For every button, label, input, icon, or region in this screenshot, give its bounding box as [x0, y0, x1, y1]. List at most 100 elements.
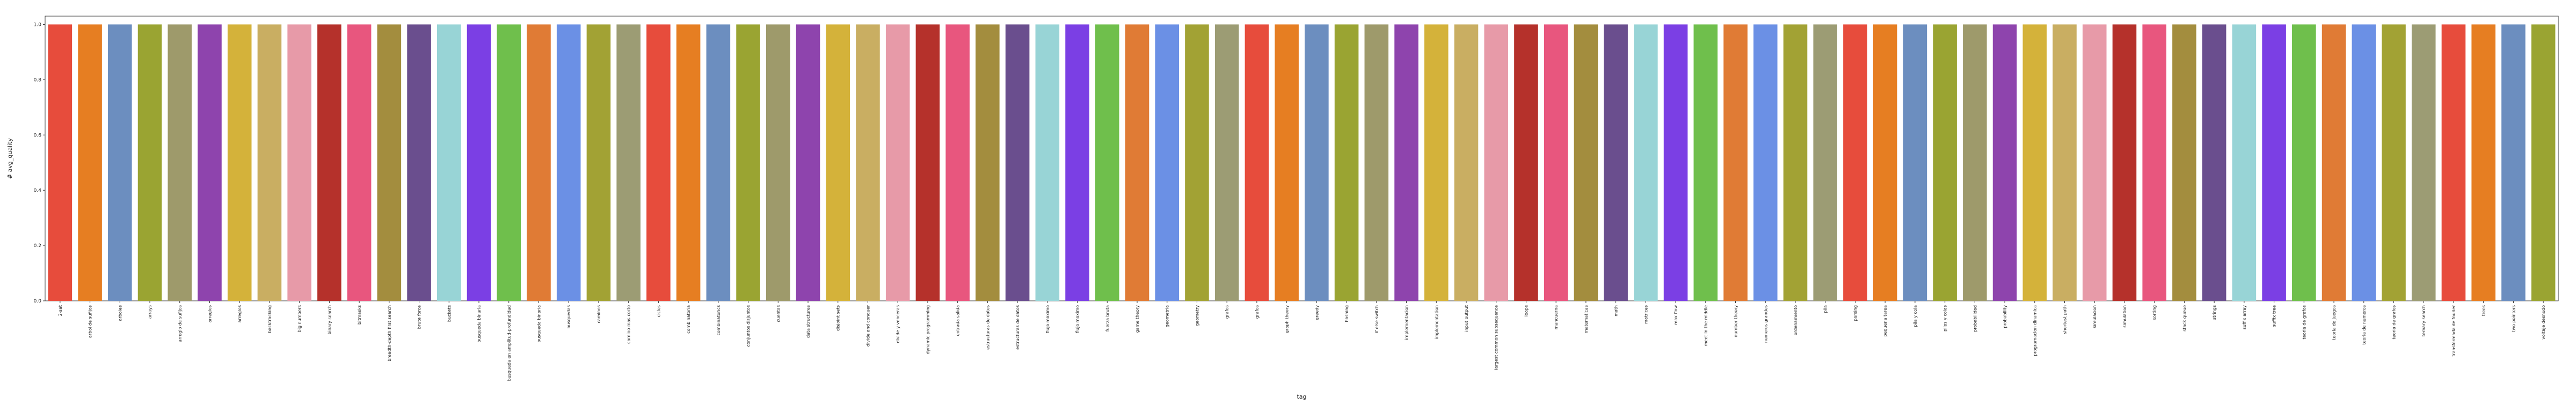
- x-tick-label: suffix tree: [2272, 305, 2277, 327]
- x-tick-label: number theory: [1734, 305, 1738, 337]
- x-tick-label: greedy: [1314, 305, 1319, 320]
- bar: [2352, 24, 2376, 301]
- bar: [1095, 24, 1119, 301]
- bar: [227, 24, 252, 301]
- x-tick-label: probability: [2003, 305, 2007, 328]
- x-tick-label: shortest path: [2063, 305, 2068, 334]
- x-tick-label: cuentas: [776, 305, 781, 322]
- bar: [317, 24, 341, 301]
- x-tick-label: numeros grandes: [1763, 305, 1768, 343]
- x-tick-label: implementation: [1434, 305, 1439, 339]
- bar: [766, 24, 790, 301]
- x-tick-label: arboles: [118, 305, 122, 321]
- x-tick-label: arreglo de sufijos: [178, 305, 183, 342]
- x-tick-label: arrays: [148, 305, 152, 319]
- x-tick-label: arbol de sufijos: [88, 305, 93, 338]
- bar: [527, 24, 551, 301]
- bar: [2202, 24, 2226, 301]
- bar: [2022, 24, 2047, 301]
- bar: [108, 24, 132, 301]
- x-tick-label: max flow: [1673, 305, 1678, 325]
- bar: [2531, 24, 2556, 301]
- bar: [1663, 24, 1688, 301]
- bar: [1065, 24, 1089, 301]
- x-tick-label: buckets: [447, 305, 452, 322]
- bar: [796, 24, 820, 301]
- bar: [2112, 24, 2137, 301]
- bar: [1933, 24, 1957, 301]
- bar: [198, 24, 222, 301]
- bar: [2471, 24, 2495, 301]
- x-tick-label: graph theory: [1285, 305, 1290, 333]
- bar: [497, 24, 521, 301]
- bar: [1364, 24, 1389, 301]
- x-tick-label: estructuras de datos: [1015, 305, 1020, 350]
- bar: [1035, 24, 1060, 301]
- bar: [257, 24, 282, 301]
- bar: [1484, 24, 1509, 301]
- y-tick-label: 0.0: [34, 299, 42, 304]
- bar: [1963, 24, 1987, 301]
- bar: [2142, 24, 2166, 301]
- x-tick-label: flujo maximo: [1045, 305, 1050, 333]
- x-tick-label: divide y venceras: [896, 305, 900, 343]
- bar: [1424, 24, 1449, 301]
- bar: [1723, 24, 1748, 301]
- bar: [1693, 24, 1718, 301]
- x-tick-label: arreglos: [237, 305, 242, 322]
- bar: [856, 24, 880, 301]
- bar: [586, 24, 611, 301]
- bar: [885, 24, 910, 301]
- bar: [1574, 24, 1598, 301]
- bar: [2053, 24, 2077, 301]
- x-tick-label: busqueda binaria: [536, 305, 541, 343]
- x-tick-label: busqueda binaria: [477, 305, 482, 343]
- x-tick-label: 2-sat: [58, 305, 63, 316]
- x-tick-label: conjuntos disjuntos: [746, 305, 751, 347]
- bar: [2322, 24, 2346, 301]
- x-tick-label: pila: [1823, 305, 1828, 313]
- bar: [48, 24, 72, 301]
- x-tick-label: if else switch: [1374, 305, 1379, 333]
- x-tick-label: matrices: [1643, 305, 1648, 324]
- bar: [467, 24, 491, 301]
- x-tick-label: grafos: [1225, 305, 1229, 319]
- x-tick-label: teoria de numeros: [2362, 305, 2367, 344]
- x-tick-label: teoria de grafos: [2302, 305, 2306, 340]
- bar: [1544, 24, 1568, 301]
- x-tick-label: binary search: [327, 305, 332, 334]
- y-tick-label: 0.6: [34, 133, 42, 138]
- x-tick-label: busqueda en amplitud-profundidad: [507, 305, 512, 381]
- bar: [915, 24, 940, 301]
- bar: [2232, 24, 2257, 301]
- x-tick-label: divide and conquer: [865, 305, 870, 347]
- bar: [2441, 24, 2466, 301]
- x-tick-label: input output: [1464, 305, 1469, 332]
- x-tick-label: sorting: [2152, 305, 2157, 320]
- x-tick-label: entrada salida: [956, 305, 960, 336]
- bar: [168, 24, 192, 301]
- y-tick-label: 0.8: [34, 77, 42, 83]
- bar: [407, 24, 431, 301]
- bar: [1634, 24, 1658, 301]
- bar: [646, 24, 671, 301]
- x-tick-label: trees: [2482, 305, 2486, 316]
- x-tick-label: programacion dinamica: [2033, 305, 2037, 356]
- x-tick-label: data structures: [806, 305, 811, 338]
- bar: [1454, 24, 1479, 301]
- bars-group: [48, 24, 2556, 301]
- bar: [287, 24, 311, 301]
- x-tick-label: brute force: [417, 305, 422, 329]
- x-tick-label: pila y cola: [1913, 305, 1918, 327]
- x-tick-label: dynamic programming: [926, 305, 930, 354]
- x-tick-label: pequena tarea: [1883, 305, 1888, 337]
- x-tick-label: largest common subsequence: [1494, 305, 1499, 370]
- x-tick-label: fuerza bruta: [1105, 305, 1110, 331]
- x-tick-label: pilas y colas: [1943, 305, 1948, 331]
- bar: [78, 24, 102, 301]
- x-tick-label: combinatorics: [716, 305, 721, 335]
- bar: [945, 24, 970, 301]
- x-tick-label: voltaje desnudo: [2541, 305, 2546, 340]
- x-tick-label: estructuras de datos: [985, 305, 990, 350]
